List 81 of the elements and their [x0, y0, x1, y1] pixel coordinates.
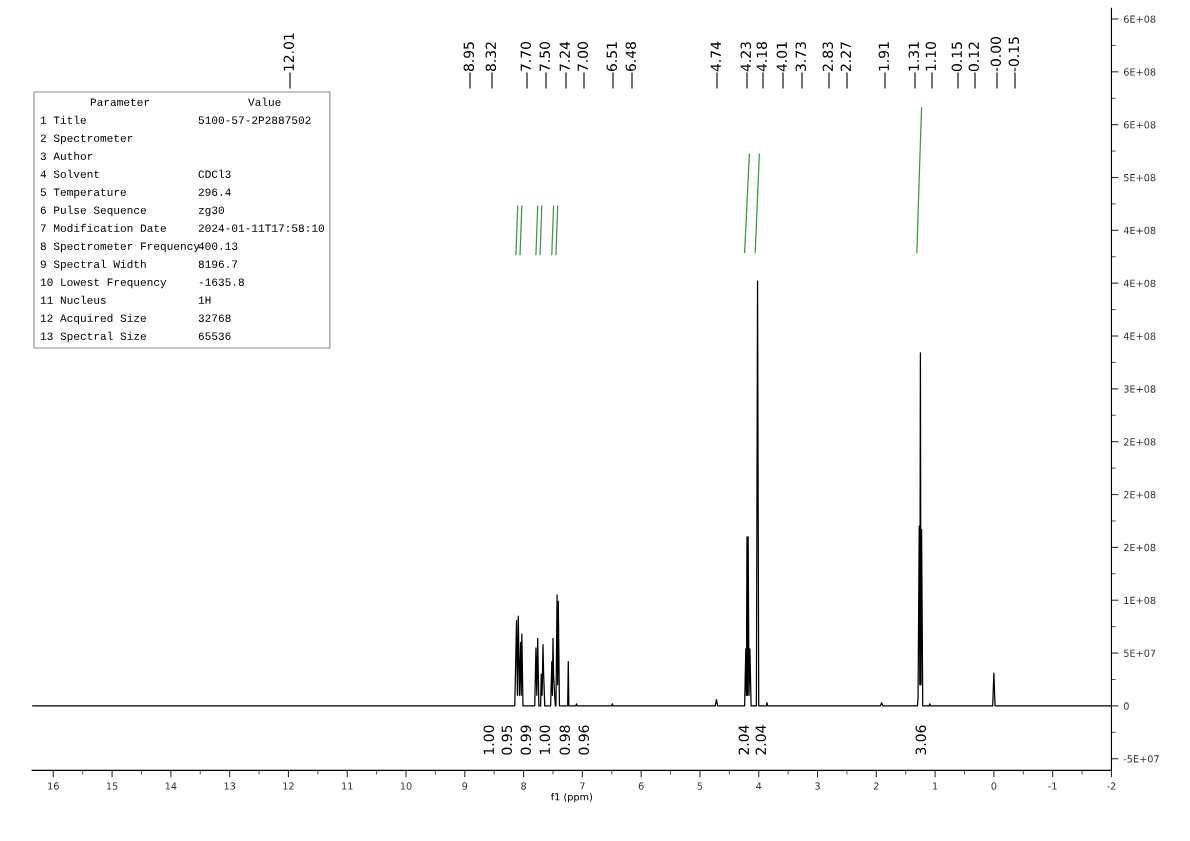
text: 6 Pulse Sequence zg30 [40, 205, 224, 217]
x-tick-label: 8 [521, 782, 527, 790]
x-tick-label: 5 [697, 782, 703, 790]
y-tick-label: 6E+08 [1123, 68, 1156, 76]
annotation: 2 Spectrometer [40, 134, 133, 145]
annotation: 2.83 [822, 42, 834, 71]
annotation: 7.00 [577, 42, 589, 71]
x-axis-title: f1 (ppm) [550, 792, 593, 803]
text: 7 Modification Date 2024-01-11T17:58:10 [40, 223, 324, 233]
annotation: 8.32 [485, 42, 497, 72]
annotation: -0.15 [1008, 37, 1020, 72]
annotation: 4.74 [710, 41, 721, 72]
y-tick-label: 5E+07 [1124, 649, 1156, 657]
y-tick-label: 2E+08 [1123, 543, 1156, 552]
y-tick-label: 2E+08 [1123, 438, 1156, 446]
annotation: 0.95 [501, 725, 513, 755]
annotation: 3.06 [915, 725, 927, 755]
y-tick-label: 4E+08 [1123, 226, 1156, 235]
text: 9 Spectral Width 8196.7 [40, 259, 238, 271]
annotation: 1.00 [539, 725, 551, 754]
y-tick-label: -5E+07 [1123, 755, 1159, 763]
text: 1 Title 5100-57-2P2887502 [40, 115, 311, 124]
text: 13 Spectral Size 65536 [40, 331, 231, 343]
annotation: -0.00 [990, 36, 1002, 72]
annotation: 0.96 [578, 725, 590, 755]
annotation: 7.50 [539, 42, 551, 71]
annotation: 0.15 [951, 42, 963, 72]
annotation: 0.98 [559, 725, 571, 755]
x-tick-label: 1 [933, 782, 938, 790]
x-tick-label: 4 [756, 782, 762, 790]
annotation: 8 Spectrometer Frequency400.13 [40, 242, 238, 253]
text: 11 Nucleus 1H [40, 295, 211, 304]
x-tick-label: 12 [283, 782, 294, 790]
annotation: 7.24 [559, 41, 570, 71]
annotation: 3 Author [40, 151, 93, 160]
annotation: 1.10 [925, 42, 937, 71]
x-tick-label: 7 [580, 782, 585, 790]
annotation: 1.00 [483, 725, 495, 754]
annotation: 0.99 [520, 725, 532, 755]
annotation: 1.31 [908, 42, 920, 71]
annotation: 2.27 [840, 42, 851, 71]
y-tick-label: 1E+08 [1124, 596, 1156, 605]
x-tick-label: 0 [991, 782, 997, 790]
y-tick-label: 0 [1123, 702, 1129, 710]
x-tick-label: 6 [638, 782, 644, 790]
x-tick-label: -2 [1107, 782, 1116, 790]
x-tick-label: 16 [48, 782, 59, 790]
text: 4 Solvent CDCl3 [40, 169, 231, 178]
x-tick-label: 3 [815, 782, 820, 790]
annotation: 2.04 [738, 725, 750, 755]
text: Parameter Value [90, 97, 281, 106]
y-tick-label: 3E+08 [1124, 385, 1156, 393]
annotation: 2.04 [755, 725, 767, 755]
annotation: 12.01 [283, 33, 295, 71]
annotation: 0.12 [968, 42, 980, 72]
x-tick-label: 14 [165, 782, 177, 790]
annotation: 4.23 [740, 42, 752, 72]
text: 10 Lowest Frequency -1635.8 [40, 278, 244, 289]
annotation: 3.73 [795, 42, 807, 71]
y-tick-label: 6E+08 [1123, 15, 1156, 23]
annotation: 6.51 [606, 42, 618, 72]
x-tick-label: 15 [106, 782, 118, 790]
annotation: 6.48 [625, 42, 637, 72]
y-tick-label: 4E+08 [1123, 279, 1156, 288]
y-tick-label: 5E+08 [1124, 173, 1156, 182]
x-tick-label: 13 [224, 782, 236, 790]
y-tick-label: 4E+08 [1123, 332, 1156, 340]
annotation: 7.70 [520, 42, 532, 71]
x-tick-label: 11 [342, 782, 353, 790]
x-tick-label: 2 [873, 782, 879, 790]
x-tick-label: 9 [462, 782, 468, 790]
annotation: 1.91 [878, 42, 890, 71]
annotation: 4.18 [756, 42, 768, 72]
y-tick-label: 2E+08 [1123, 491, 1156, 499]
text: 5 Temperature 296.4 [40, 188, 231, 199]
x-tick-label: 10 [400, 782, 412, 790]
annotation: 8.95 [463, 42, 475, 72]
annotation: 4.01 [776, 42, 788, 72]
text: 12 Acquired Size 32768 [40, 313, 231, 325]
y-tick-label: 6E+08 [1123, 121, 1156, 129]
x-tick-label: -1 [1048, 782, 1057, 790]
